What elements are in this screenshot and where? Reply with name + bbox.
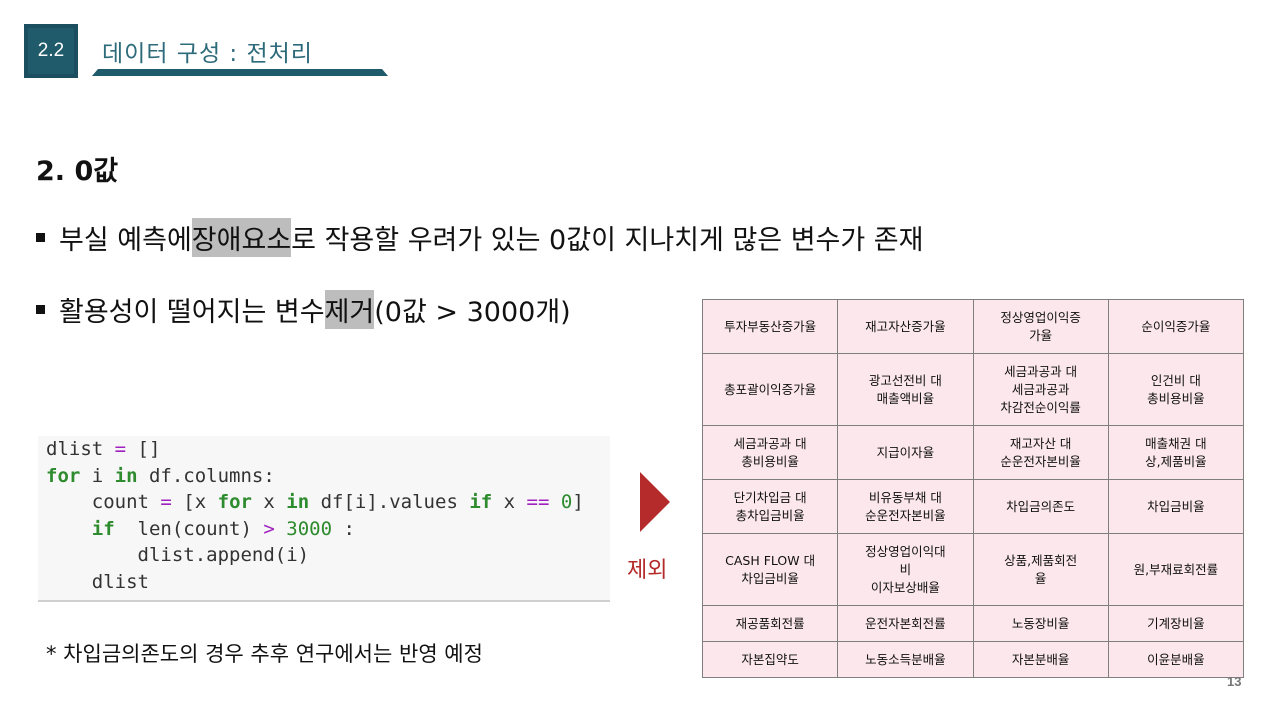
table-cell: 정상영업이익증 가율	[972, 299, 1109, 354]
table-cell: 세금과공과 대 세금과공과 차감전순이익률	[972, 353, 1109, 426]
page-number: 13	[1227, 674, 1242, 689]
table-cell: 재고자산 대 순운전자본비율	[972, 425, 1109, 480]
code-line-2: for i in df.columns:	[46, 464, 275, 487]
section-number: 2.2	[37, 40, 65, 61]
table-row: 재공품회전률 운전자본회전률 노동장비율 기계장비율	[701, 605, 1245, 642]
code-line-1: dlist = []	[46, 438, 161, 460]
code-block: dlist = [] for i in df.columns: count = …	[38, 436, 610, 602]
exclude-label: 제외	[627, 558, 668, 583]
table-cell: 지급이자율	[837, 425, 974, 480]
table-cell: 원,부재료회전률	[1107, 533, 1245, 606]
table-cell: 차입금비율	[1107, 479, 1245, 534]
table-cell: 광고선전비 대 매출액비율	[837, 353, 974, 426]
table-cell: 자본분배율	[972, 641, 1109, 678]
highlighted-text: 요소	[241, 218, 292, 257]
table-cell: 기계장비율	[1107, 605, 1245, 642]
table-cell: 노동장비율	[972, 605, 1109, 642]
table-row: 투자부동산증가율 재고자산증가율 정상영업이익증 가율 순이익증가율	[701, 299, 1245, 354]
table-cell: 노동소득분배율	[837, 641, 974, 678]
bullet-obstacle: 부실 예측에 장애 요소 로 작용할 우려가 있는 0값이 지나치게 많은 변수…	[36, 218, 924, 257]
code-line-5: dlist.append(i)	[46, 544, 310, 566]
code-line-6: dlist	[46, 570, 149, 593]
table-cell: 재공품회전률	[701, 605, 839, 642]
table-row: 단기차입금 대 총차입금비율 비유동부채 대 순운전자본비율 차입금의존도 차입금비…	[701, 479, 1245, 534]
title-underline	[92, 69, 388, 76]
table-cell: 매출채권 대 상,제품비율	[1107, 425, 1245, 480]
section-number-badge: 2.2	[28, 28, 74, 74]
table-cell: 자본집약도	[701, 641, 839, 678]
table-cell: 인건비 대 총비용비율	[1107, 353, 1245, 426]
table-cell: 운전자본회전률	[837, 605, 974, 642]
table-cell: 투자부동산증가율	[701, 299, 839, 354]
bullet-square-icon	[36, 233, 45, 242]
table-cell: 단기차입금 대 총차입금비율	[701, 479, 839, 534]
section-title: 데이터 구성 : 전처리	[102, 41, 313, 67]
table-row: CASH FLOW 대 차입금비율 정상영업이익대 비 이자보상배율 상품,제품회전 율…	[701, 533, 1245, 606]
code-line-4: if len(count) > 3000 :	[91, 517, 355, 540]
bullet-text: 활용성이 떨어지는 변수	[59, 297, 325, 328]
bullet-square-icon	[36, 305, 45, 314]
table-row: 총포괄이익증가율 광고선전비 대 매출액비율 세금과공과 대 세금과공과 차감전순이익…	[701, 353, 1245, 426]
table-cell: 세금과공과 대 총비용비율	[701, 425, 839, 480]
bullet-text: 로 작용할 우려가 있는 0값이 지나치게 많은 변수가 존재	[291, 225, 924, 256]
slide-heading: 2. 0값	[36, 156, 119, 187]
table-cell: 비유동부채 대 순운전자본비율	[837, 479, 974, 534]
code-line-3: count = [x for x in df[i].values if x ==…	[91, 491, 584, 513]
table-cell: 총포괄이익증가율	[701, 353, 839, 426]
table-cell: 이윤분배율	[1107, 641, 1245, 678]
table-cell: CASH FLOW 대 차입금비율	[701, 533, 839, 606]
table-cell: 재고자산증가율	[837, 299, 974, 354]
bullet-text: 부실 예측에	[59, 225, 192, 256]
highlighted-text: 장애	[191, 218, 242, 257]
footnote: * 차입금의존도의 경우 추후 연구에서는 반영 예정	[46, 642, 483, 666]
bullet-remove: 활용성이 떨어지는 변수 제거 (0값 > 3000개)	[36, 290, 571, 329]
excluded-variables-table: 투자부동산증가율 재고자산증가율 정상영업이익증 가율 순이익증가율 총포괄이익증…	[701, 299, 1245, 678]
table-row: 자본집약도 노동소득분배율 자본분배율 이윤분배율	[701, 641, 1245, 678]
table-cell: 상품,제품회전 율	[972, 533, 1109, 606]
bullet-text: (0값 > 3000개)	[374, 297, 571, 328]
table-cell: 정상영업이익대 비 이자보상배율	[837, 533, 974, 606]
highlighted-text: 제거	[324, 290, 375, 329]
table-cell: 순이익증가율	[1107, 299, 1245, 354]
table-cell: 차입금의존도	[972, 479, 1109, 534]
right-arrow-icon	[640, 472, 670, 532]
